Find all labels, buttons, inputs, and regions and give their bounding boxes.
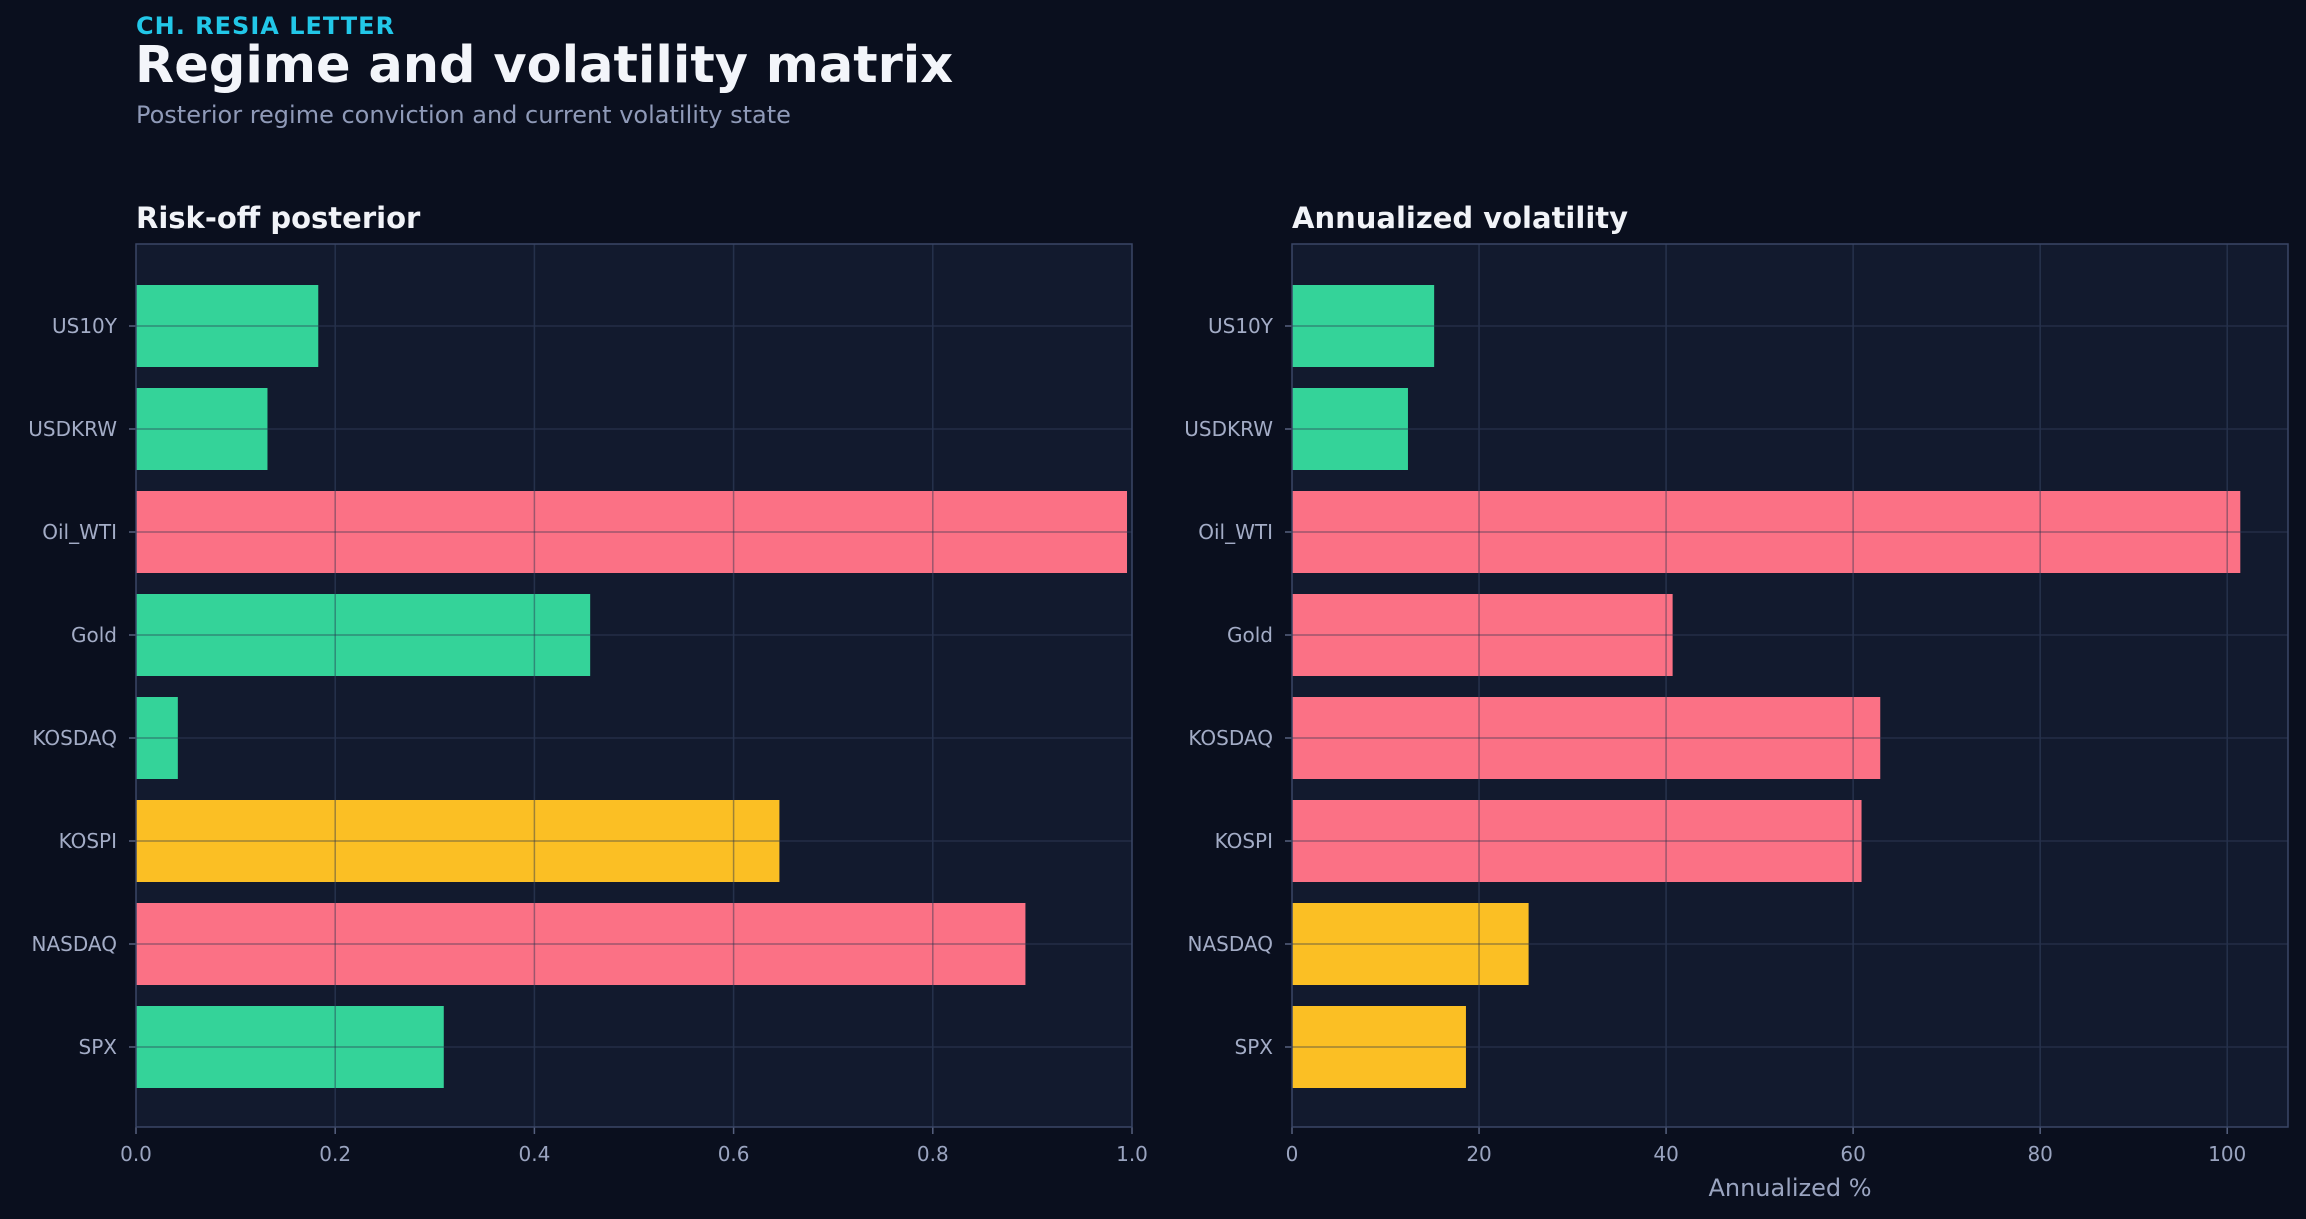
bar-nasdaq	[1292, 903, 1529, 985]
page-subtitle: Posterior regime conviction and current …	[136, 101, 791, 129]
plot-frame	[135, 243, 1133, 1128]
category-label: USDKRW	[28, 417, 117, 441]
chart-title: Risk-off posterior	[136, 201, 421, 235]
bar-spx	[136, 1006, 444, 1088]
chart-panel-1: 0.0 0.2 0.4 0.6 0.8 1.0 US10Y USDKRW Oil_WTI Gold…	[28, 201, 1148, 1166]
category-label: KOSPI	[59, 829, 117, 853]
category-label: KOSDAQ	[1188, 726, 1273, 750]
bar-oil_wti	[136, 491, 1128, 573]
x-tick-label: 1.0	[1116, 1142, 1148, 1166]
category-label: SPX	[79, 1035, 118, 1059]
category-label: USDKRW	[1184, 417, 1273, 441]
category-label: NASDAQ	[1188, 932, 1273, 956]
category-label: US10Y	[52, 314, 118, 338]
category-label: Gold	[71, 623, 117, 647]
x-tick-label: 0.2	[319, 1142, 351, 1166]
bar-kospi	[1292, 800, 1862, 882]
x-tick-label: 80	[2027, 1142, 2052, 1166]
category-label: Oil_WTI	[42, 520, 117, 544]
bar-gold	[1292, 594, 1673, 676]
x-tick-label: 40	[1653, 1142, 1678, 1166]
x-tick-label: 20	[1466, 1142, 1491, 1166]
chart-title: Annualized volatility	[1292, 201, 1628, 235]
x-axis-label: Annualized %	[1708, 1174, 1871, 1202]
bar-gold	[136, 594, 591, 676]
category-label: KOSDAQ	[32, 726, 117, 750]
bar-kosdaq	[1292, 697, 1881, 779]
x-tick-label: 0.8	[917, 1142, 949, 1166]
page-title: Regime and volatility matrix	[135, 36, 954, 95]
x-tick-label: 0	[1286, 1142, 1299, 1166]
x-tick-label: 100	[2208, 1142, 2246, 1166]
category-label: US10Y	[1208, 314, 1274, 338]
kicker-label: CH. RESIA LETTER	[136, 12, 396, 40]
category-label: SPX	[1235, 1035, 1274, 1059]
bar-us10y	[1292, 285, 1435, 367]
category-label: Gold	[1227, 623, 1273, 647]
x-tick-label: 0.6	[718, 1142, 750, 1166]
chart-panel-2: 0 20 40 60 80 100 US10Y USDKRW Oil_WTI Gold KOSDAQ…	[1184, 201, 2289, 1202]
category-label: Oil_WTI	[1198, 520, 1273, 544]
category-label: NASDAQ	[32, 932, 117, 956]
plot-area	[1292, 244, 2288, 1127]
plot-frame	[1291, 243, 2289, 1128]
bar-spx	[1292, 1006, 1466, 1088]
x-tick-label: 0.4	[518, 1142, 550, 1166]
x-tick-label: 0.0	[120, 1142, 152, 1166]
bar-oil_wti	[1292, 491, 2241, 573]
bar-nasdaq	[136, 903, 1026, 985]
plot-area	[136, 244, 1132, 1127]
bar-us10y	[136, 285, 319, 367]
bar-usdkrw	[1292, 388, 1408, 470]
x-tick-label: 60	[1840, 1142, 1865, 1166]
bar-kospi	[136, 800, 780, 882]
bar-usdkrw	[136, 388, 268, 470]
bar-kosdaq	[136, 697, 178, 779]
category-label: KOSPI	[1215, 829, 1273, 853]
